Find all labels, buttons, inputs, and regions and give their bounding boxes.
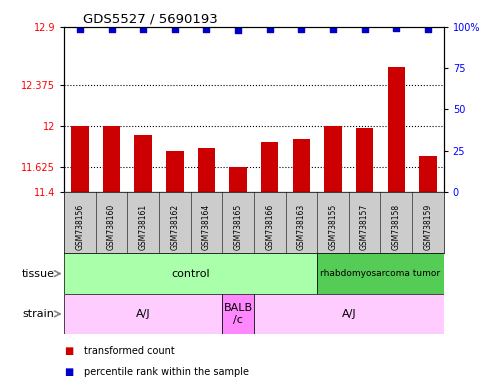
Text: GDS5527 / 5690193: GDS5527 / 5690193 (83, 13, 218, 26)
Point (266, 25, 274, 31)
Point (171, 25, 179, 31)
Text: GSM738159: GSM738159 (423, 204, 432, 250)
Text: A/J: A/J (342, 309, 356, 319)
Text: GSM738164: GSM738164 (202, 204, 211, 250)
Bar (222, 294, 254, 334)
Bar (254, 294, 444, 334)
Text: GSM738156: GSM738156 (75, 204, 84, 250)
Bar (293, 139, 310, 192)
Bar (324, 126, 342, 192)
Text: ■: ■ (64, 367, 73, 377)
Bar (103, 126, 120, 192)
Point (203, 25, 211, 31)
Bar (419, 156, 437, 192)
Bar (317, 253, 444, 294)
Text: GSM738166: GSM738166 (265, 204, 274, 250)
Text: GSM738158: GSM738158 (392, 204, 401, 250)
Text: GSM738155: GSM738155 (328, 204, 338, 250)
Bar (261, 142, 279, 192)
Text: GSM738163: GSM738163 (297, 204, 306, 250)
Text: percentile rank within the sample: percentile rank within the sample (84, 367, 249, 377)
Point (234, 27, 242, 33)
Text: GSM738161: GSM738161 (139, 204, 148, 250)
Text: tissue: tissue (22, 268, 55, 279)
Bar (356, 128, 373, 192)
Text: GSM738162: GSM738162 (170, 204, 179, 250)
Bar (198, 148, 215, 192)
Bar (387, 66, 405, 192)
Bar (64, 294, 222, 334)
Point (361, 25, 369, 31)
Text: ■: ■ (64, 346, 73, 356)
Point (107, 25, 115, 31)
Text: A/J: A/J (136, 309, 150, 319)
Bar (64, 253, 317, 294)
Text: GSM738160: GSM738160 (107, 204, 116, 250)
Text: strain: strain (23, 309, 55, 319)
Point (139, 25, 147, 31)
Point (424, 25, 432, 31)
Bar (71, 126, 89, 192)
Point (76, 25, 84, 31)
Text: control: control (171, 268, 210, 279)
Point (392, 25, 400, 31)
Bar (229, 167, 247, 192)
Text: rhabdomyosarcoma tumor: rhabdomyosarcoma tumor (320, 269, 440, 278)
Text: GSM738165: GSM738165 (234, 204, 243, 250)
Point (297, 25, 305, 31)
Text: BALB
/c: BALB /c (223, 303, 252, 325)
Bar (135, 135, 152, 192)
Bar (166, 151, 183, 192)
Text: GSM738157: GSM738157 (360, 204, 369, 250)
Text: transformed count: transformed count (84, 346, 175, 356)
Point (329, 25, 337, 31)
